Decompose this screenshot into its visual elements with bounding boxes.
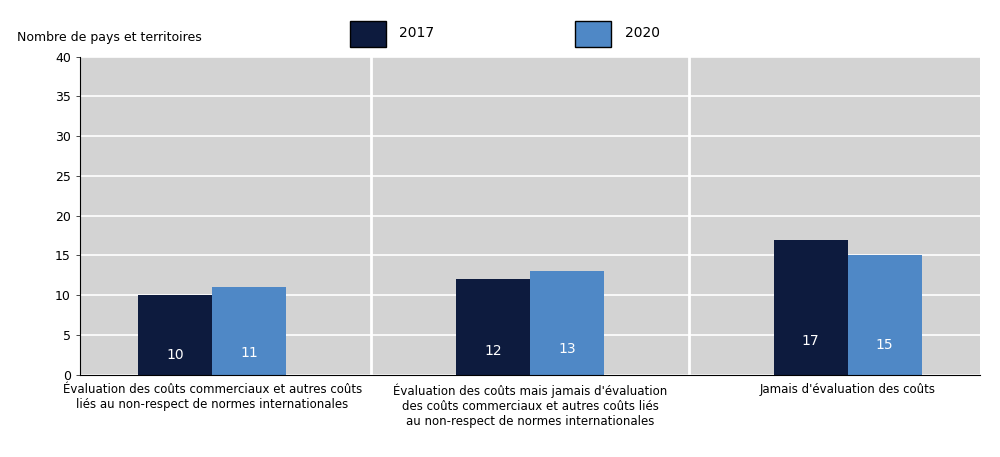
FancyBboxPatch shape bbox=[575, 21, 611, 47]
Text: 12: 12 bbox=[484, 344, 502, 358]
Bar bbox=[212, 287, 286, 375]
Text: 17: 17 bbox=[802, 334, 819, 348]
Text: 2020: 2020 bbox=[624, 26, 660, 40]
Text: 2017: 2017 bbox=[400, 26, 435, 40]
Bar bbox=[774, 239, 848, 375]
Bar bbox=[848, 255, 922, 375]
Text: 13: 13 bbox=[558, 342, 576, 356]
Bar bbox=[456, 279, 530, 375]
Text: 11: 11 bbox=[241, 346, 258, 360]
FancyBboxPatch shape bbox=[350, 21, 386, 47]
Text: 10: 10 bbox=[166, 348, 184, 362]
Text: Nombre de pays et territoires: Nombre de pays et territoires bbox=[17, 31, 202, 44]
Bar bbox=[530, 271, 604, 375]
Bar bbox=[138, 295, 212, 375]
Text: 15: 15 bbox=[876, 338, 894, 352]
